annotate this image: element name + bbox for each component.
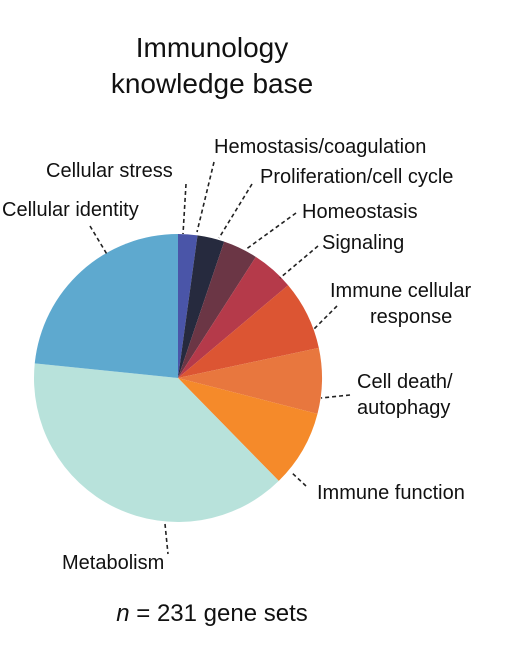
leader-immune-cellular-response (312, 305, 338, 331)
pie-slice-metabolism (34, 363, 279, 523)
leader-metabolism (164, 523, 169, 555)
label-immune-cellular-response: Immune cellular response (330, 280, 477, 328)
leader-cellular-stress (182, 183, 187, 235)
label-immune-cellular-response-line-2: response (370, 306, 452, 328)
pie-slice-cell-death-autophagy (178, 347, 323, 414)
leader-lines (89, 161, 351, 555)
pie-chart: Cellular stress Hemostasis/coagulation P… (2, 136, 477, 574)
leader-proliferation (218, 183, 253, 239)
leader-cellular-identity (89, 225, 109, 257)
label-cell-death: Cell death/ autophagy (357, 371, 458, 419)
leader-cell-death (320, 394, 351, 399)
label-cell-death-line-1: Cell death/ (357, 371, 453, 393)
pie-slice-homeostasis (178, 256, 289, 378)
label-hemostasis: Hemostasis/coagulation (214, 136, 426, 158)
pie-slices (34, 234, 323, 523)
leader-hemostasis (196, 161, 215, 233)
chart-title-line-2: knowledge base (110, 68, 314, 99)
label-signaling: Signaling (322, 232, 404, 254)
pie-slice-immune-cellular-response (178, 285, 319, 378)
label-homeostasis: Homeostasis (302, 201, 418, 223)
pie-slice-hemostasis-coagulation (178, 235, 225, 378)
label-cellular-stress: Cellular stress (46, 160, 173, 182)
slice-labels: Cellular stress Hemostasis/coagulation P… (2, 136, 477, 574)
label-cell-death-line-2: autophagy (357, 397, 450, 419)
label-cellular-identity: Cellular identity (2, 199, 139, 221)
chart-title-line-1: Immunology (135, 32, 289, 63)
sample-size-note: n = 231 gene sets (0, 600, 424, 628)
pie-slice-proliferation-cell-cycle (178, 241, 256, 378)
sample-size-text: = 231 gene sets (129, 600, 308, 627)
leader-immune-function (290, 471, 307, 487)
pie-slice-cellular-identity (34, 234, 178, 378)
leader-homeostasis (244, 212, 297, 251)
label-immune-cellular-response-line-1: Immune cellular (330, 280, 472, 302)
sample-size-n: n (116, 600, 130, 627)
pie-slice-cellular-stress (178, 234, 198, 378)
label-immune-function: Immune function (317, 482, 465, 504)
label-metabolism: Metabolism (62, 552, 164, 574)
pie-slice-immune-function (178, 378, 318, 481)
label-proliferation: Proliferation/cell cycle (260, 166, 453, 188)
chart-title: Immunology knowledge base (0, 30, 424, 102)
leader-signaling (279, 245, 319, 279)
